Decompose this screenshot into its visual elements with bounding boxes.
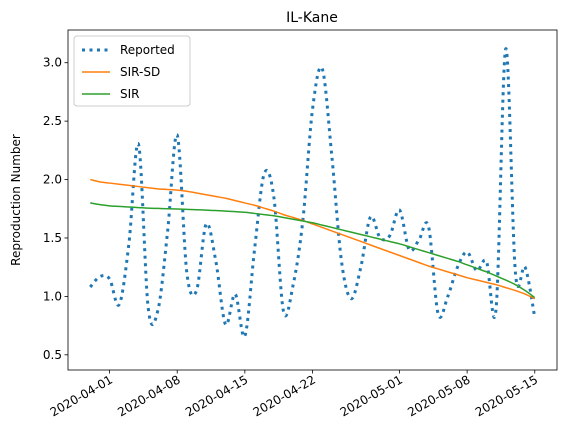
y-axis-label: Reproduction Number bbox=[9, 134, 23, 266]
legend-label: SIR bbox=[120, 87, 140, 101]
x-tick-label: 2020-04-22 bbox=[251, 372, 318, 419]
legend-label: SIR-SD bbox=[120, 65, 160, 79]
x-tick-label: 2020-05-08 bbox=[405, 372, 472, 419]
x-tick-label: 2020-05-01 bbox=[338, 372, 405, 419]
series-line bbox=[90, 202, 536, 299]
series-line bbox=[90, 178, 536, 300]
x-tick-label: 2020-05-15 bbox=[473, 372, 540, 419]
plot-frame bbox=[67, 29, 558, 371]
x-tick-label: 2020-04-01 bbox=[48, 372, 115, 419]
chart-title: IL-Kane bbox=[286, 10, 338, 26]
y-tick-label: 1.0 bbox=[43, 289, 62, 303]
y-tick-label: 2.5 bbox=[43, 114, 62, 128]
legend-box bbox=[73, 35, 191, 107]
y-tick-label: 0.5 bbox=[43, 348, 62, 362]
x-tick-label: 2020-04-15 bbox=[183, 372, 250, 419]
legend-label: Reported bbox=[120, 43, 175, 57]
x-tick-label: 2020-04-08 bbox=[115, 372, 182, 419]
legend: Reported SIR-SD SIR bbox=[73, 35, 191, 107]
y-tick-label: 1.5 bbox=[43, 231, 62, 245]
y-tick-label: 2.0 bbox=[43, 173, 62, 187]
series-line bbox=[89, 47, 537, 339]
y-tick-label: 3.0 bbox=[43, 56, 62, 70]
